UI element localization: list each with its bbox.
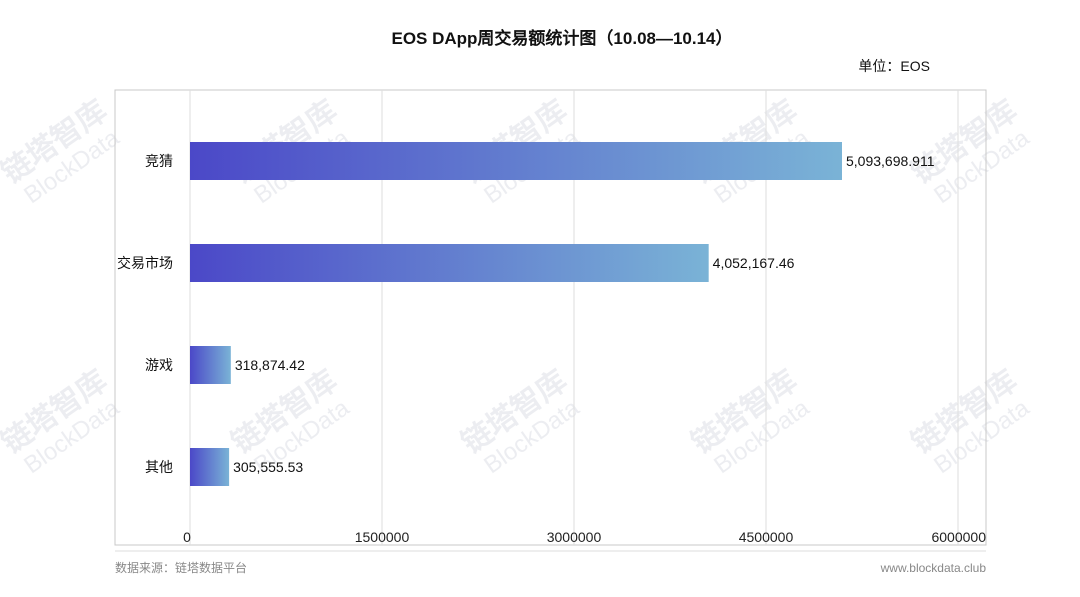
data-label: 318,874.42 [235, 357, 305, 373]
data-label: 5,093,698.911 [846, 153, 935, 169]
x-tick-label: 0 [183, 529, 191, 545]
category-label: 交易市场 [117, 255, 173, 271]
x-tick-label: 1500000 [355, 529, 410, 545]
x-tick-label: 4500000 [739, 529, 794, 545]
category-label: 其他 [145, 459, 173, 475]
unit-label: 单位：EOS [858, 58, 930, 74]
bar [190, 244, 709, 282]
x-axis-ticks: 0 1500000 3000000 4500000 6000000 [183, 529, 986, 545]
chart-title: EOS DApp周交易额统计图（10.08—10.14） [391, 28, 732, 48]
bar [190, 346, 231, 384]
data-label: 4,052,167.46 [713, 255, 795, 271]
data-label: 305,555.53 [233, 459, 303, 475]
plot-frame [114, 89, 987, 546]
category-label: 游戏 [145, 357, 173, 373]
bar [190, 448, 230, 486]
site-url: www.blockdata.club [880, 561, 987, 575]
x-tick-label: 6000000 [931, 529, 986, 545]
source-label: 数据来源：链塔数据平台 [115, 560, 247, 575]
category-label: 竞猜 [145, 153, 173, 169]
bars: 竞猜 5,093,698.911 交易市场 4,052,167.46 游戏 318,874… [117, 142, 935, 486]
bar [190, 142, 842, 180]
x-tick-label: 3000000 [547, 529, 602, 545]
